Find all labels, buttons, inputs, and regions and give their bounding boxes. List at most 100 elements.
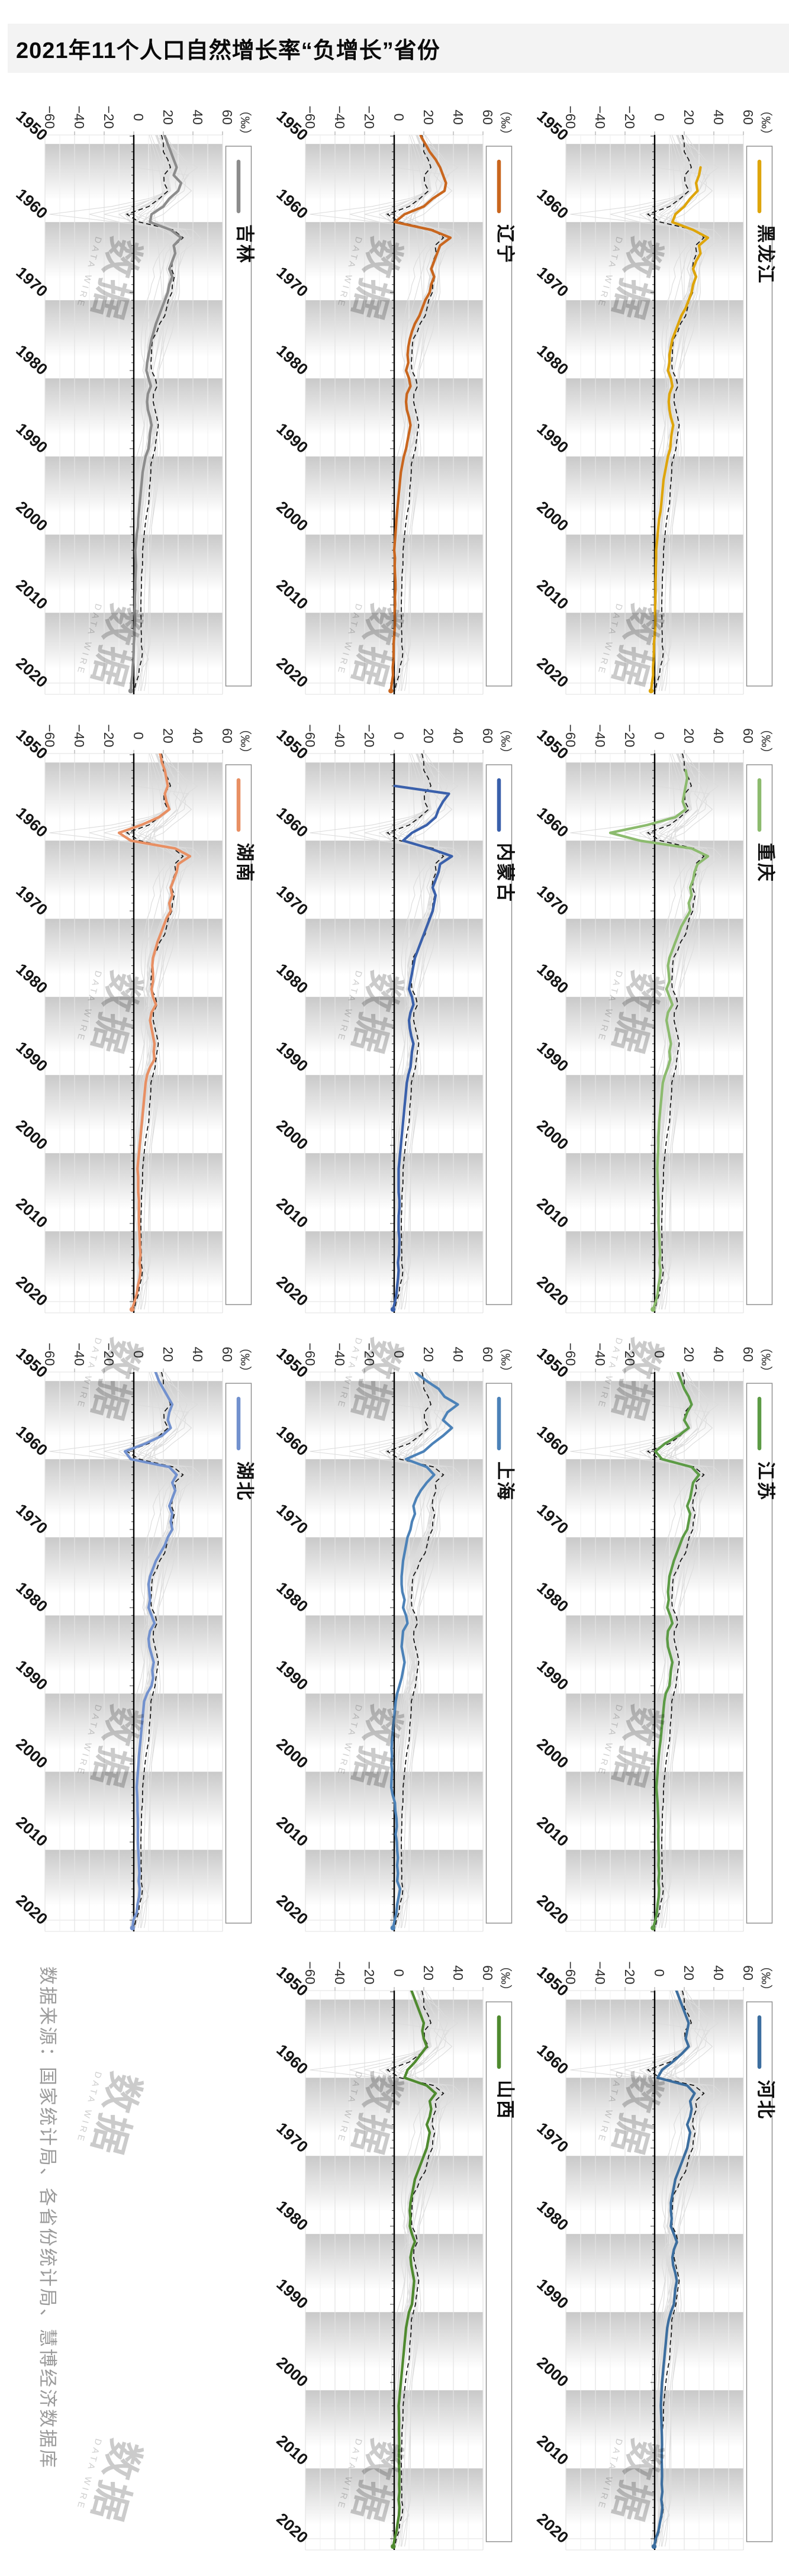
- legend: 江苏: [746, 1383, 776, 1924]
- unit-label: （‰）: [759, 1960, 772, 1997]
- national-average-line: [386, 754, 445, 1310]
- value-tick-label: −40: [332, 1961, 347, 1984]
- title-bar: 2021年11个人口自然增长率“负增长”省份: [8, 24, 789, 73]
- province-line: [391, 784, 453, 1311]
- value-tick-label: −60: [563, 1961, 578, 1984]
- legend: 辽宁: [485, 146, 516, 687]
- value-tick-label: 60: [740, 110, 756, 125]
- chart-panel: 1950 1960 1970 1980 1990 2000 2010 2020 −60 −40 −2…: [268, 710, 529, 1329]
- value-tick-label: 60: [480, 1347, 495, 1362]
- last-point-dot: [650, 1925, 656, 1931]
- national-average-line: [646, 1372, 705, 1928]
- value-tick-label: 20: [160, 728, 176, 743]
- value-tick-label: −40: [332, 724, 347, 747]
- value-tick-label: −60: [302, 1342, 318, 1366]
- legend-province-label: 江苏: [755, 1461, 776, 1502]
- unit-label: （‰）: [238, 723, 252, 760]
- legend-province-label: 黑龙江: [755, 224, 776, 285]
- last-point-dot: [130, 1925, 135, 1931]
- value-tick-label: −20: [101, 724, 117, 747]
- national-average-line: [386, 1991, 445, 2547]
- value-tick-label: 40: [450, 110, 466, 125]
- value-tick-label: −40: [72, 724, 87, 747]
- unit-label: （‰）: [238, 104, 252, 141]
- last-point-dot: [651, 2544, 657, 2549]
- chart-panel: 1950 1960 1970 1980 1990 2000 2010 2020 −60 −40 −2…: [529, 92, 789, 710]
- value-tick-label: 60: [480, 110, 495, 125]
- value-tick-label: −40: [592, 1961, 608, 1984]
- value-tick-label: −20: [362, 1342, 377, 1366]
- province-line: [652, 1991, 696, 2548]
- province-line: [389, 135, 452, 693]
- value-tick-label: 0: [391, 1969, 407, 1977]
- legend: 上海: [485, 1383, 516, 1924]
- value-tick-label: 20: [421, 1347, 436, 1362]
- value-tick-label: 60: [220, 110, 235, 125]
- last-point-dot: [391, 2544, 396, 2549]
- value-tick-label: 20: [160, 1347, 176, 1362]
- value-tick-label: 60: [480, 1965, 495, 1981]
- value-tick-label: 0: [131, 1351, 146, 1358]
- last-point-dot: [388, 688, 394, 694]
- province-line: [649, 166, 710, 693]
- unit-label: （‰）: [759, 104, 772, 141]
- value-tick-label: 40: [450, 728, 466, 743]
- value-tick-label: 20: [681, 110, 697, 125]
- legend-province-label: 湖南: [234, 843, 255, 883]
- value-tick-label: −20: [362, 724, 377, 747]
- value-tick-label: 0: [391, 732, 407, 740]
- value-tick-label: 20: [421, 1965, 436, 1981]
- national-average-line: [646, 754, 705, 1310]
- national-average-line: [125, 135, 184, 691]
- province-line: [129, 135, 183, 693]
- value-tick-label: −60: [302, 1961, 318, 1984]
- national-average-line: [125, 754, 184, 1310]
- legend: 山西: [485, 2001, 516, 2542]
- value-tick-label: 40: [190, 728, 205, 743]
- legend: 黑龙江: [746, 146, 776, 687]
- national-average-line: [125, 1372, 184, 1928]
- legend-province-label: 上海: [495, 1461, 516, 1502]
- value-tick-label: 0: [652, 732, 667, 740]
- zero-axis: [650, 1991, 656, 2550]
- legend-province-label: 重庆: [755, 843, 776, 883]
- legend-province-label: 湖北: [234, 1461, 255, 1502]
- unit-label: （‰）: [238, 1341, 252, 1379]
- unit-label: （‰）: [498, 104, 512, 141]
- value-tick-label: 40: [711, 728, 726, 743]
- value-tick-label: −40: [72, 105, 87, 128]
- value-tick-label: 0: [652, 1351, 667, 1358]
- unit-label: （‰）: [498, 1960, 512, 1997]
- value-tick-label: −40: [592, 1342, 608, 1366]
- legend-province-label: 山西: [495, 2080, 516, 2120]
- zero-axis: [130, 1372, 135, 1931]
- value-tick-label: 40: [190, 1347, 205, 1362]
- value-tick-label: 40: [711, 110, 726, 125]
- legend: 湖南: [225, 764, 255, 1305]
- value-tick-label: 0: [131, 732, 146, 740]
- chart-panel: 1950 1960 1970 1980 1990 2000 2010 2020 −60 −40 −2…: [8, 710, 268, 1329]
- last-point-dot: [390, 1925, 395, 1931]
- value-tick-label: −60: [42, 1342, 57, 1366]
- value-tick-label: 20: [681, 1347, 697, 1362]
- chart-panel: 1950 1960 1970 1980 1990 2000 2010 2020 −60 −40 −2…: [268, 1947, 529, 2566]
- value-tick-label: 0: [391, 1351, 407, 1358]
- value-tick-label: −40: [72, 1342, 87, 1366]
- value-tick-label: −40: [592, 105, 608, 128]
- value-tick-label: −40: [592, 724, 608, 747]
- legend: 河北: [746, 2001, 776, 2542]
- zero-axis: [650, 1372, 656, 1931]
- unit-label: （‰）: [498, 723, 512, 760]
- last-point-dot: [648, 688, 654, 694]
- value-tick-label: 60: [740, 1347, 756, 1362]
- value-tick-label: −40: [332, 1342, 347, 1366]
